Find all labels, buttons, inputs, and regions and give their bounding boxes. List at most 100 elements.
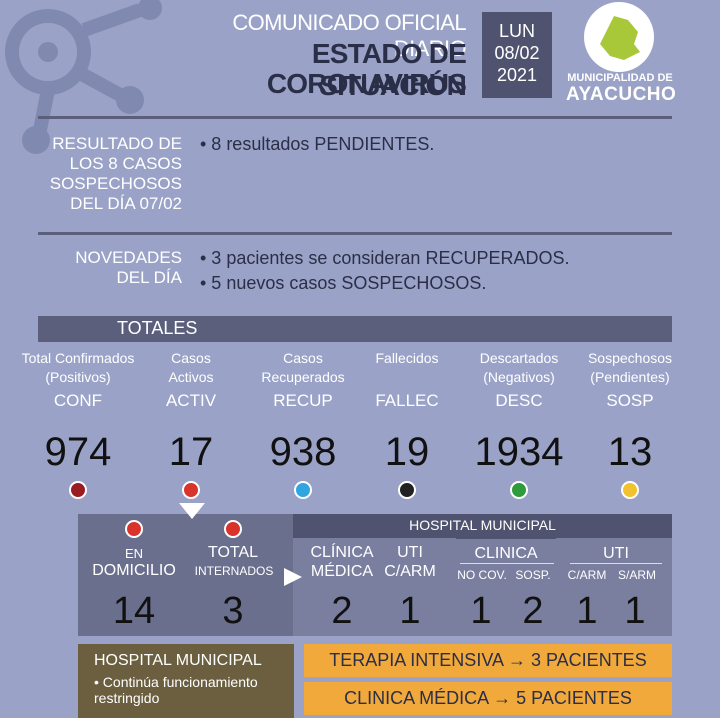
divider bbox=[570, 563, 662, 564]
category-line: Casos bbox=[283, 350, 323, 366]
hospital-status-note-line: restringido bbox=[94, 690, 160, 706]
category-line: (Positivos) bbox=[45, 369, 111, 385]
news-bullet: • 5 nuevos casos SOSPECHOSOS. bbox=[200, 273, 487, 293]
header-title-line2: ESTADO DE SITUACIÓN bbox=[311, 38, 467, 101]
total-value: 974 bbox=[44, 430, 112, 474]
uti-label-line1: UTI bbox=[397, 544, 423, 561]
total-value: 17 bbox=[168, 430, 214, 474]
results-label-line: SOSPECHOSOS bbox=[49, 174, 182, 193]
status-dot bbox=[182, 481, 200, 499]
divider bbox=[456, 538, 556, 539]
hospital-municipal-bar bbox=[293, 514, 672, 538]
hospital-municipal-label: HOSPITAL MUNICIPAL bbox=[409, 517, 556, 533]
category-line: Sospechosos bbox=[587, 350, 673, 366]
category-line: Descartados bbox=[479, 350, 559, 366]
domicilio-label-line1: EN bbox=[124, 546, 144, 561]
nocov-label: NO COV. bbox=[457, 568, 507, 582]
internados-label-line1: TOTAL bbox=[207, 544, 259, 561]
total-category-label: Total Confirmados (Positivos) bbox=[8, 349, 148, 387]
date-daymonth: 08/02 bbox=[494, 43, 540, 63]
logo-text-line1: MUNICIPALIDAD DE bbox=[567, 72, 673, 84]
internados-label-line2: INTERNADOS bbox=[194, 564, 274, 578]
hospital-status-title: HOSPITAL MUNICIPAL bbox=[94, 652, 262, 669]
active-breakdown-panel bbox=[78, 514, 293, 636]
total-code: ACTIV bbox=[165, 391, 217, 410]
total-category-label: Casos Recuperados bbox=[248, 349, 358, 387]
divider bbox=[38, 116, 672, 119]
total-category-label: Fallecidos bbox=[362, 349, 452, 368]
results-label-line: RESULTADO DE bbox=[52, 134, 182, 153]
category-line: Activos bbox=[168, 369, 214, 385]
total-value: 1934 bbox=[474, 430, 564, 474]
virus-illustration-icon bbox=[5, 0, 162, 154]
category-line: (Negativos) bbox=[483, 369, 555, 385]
total-code: SOSP bbox=[606, 391, 654, 410]
domicilio-label-line2: DOMICILIO bbox=[92, 562, 176, 579]
sosp-value: 2 bbox=[522, 590, 544, 632]
pointer-down-icon bbox=[179, 503, 205, 519]
domicilio-value: 14 bbox=[112, 590, 156, 632]
total-code: FALLEC bbox=[375, 391, 439, 410]
status-dot bbox=[510, 481, 528, 499]
arrow-right-icon bbox=[284, 568, 302, 586]
header-title-line1: COMUNICADO OFICIAL DIARIO bbox=[232, 10, 466, 61]
category-line: Casos bbox=[171, 350, 211, 366]
news-label-line: DEL DÍA bbox=[116, 268, 182, 287]
status-dot bbox=[69, 481, 87, 499]
total-value: 13 bbox=[607, 430, 653, 474]
total-value: 938 bbox=[269, 430, 337, 474]
total-category-label: Casos Activos bbox=[141, 349, 241, 387]
news-label-line: NOVEDADES bbox=[75, 248, 182, 267]
internados-value: 3 bbox=[222, 590, 244, 632]
hospital-status-note: • Continúa funcionamiento restringido bbox=[94, 674, 258, 706]
divider bbox=[38, 232, 672, 235]
uti-group-label: UTI bbox=[603, 545, 629, 562]
total-category-label: Sospechosos (Pendientes) bbox=[578, 349, 682, 387]
total-value: 19 bbox=[384, 430, 430, 474]
status-dot bbox=[224, 520, 242, 538]
municipality-logo bbox=[584, 2, 654, 72]
results-bullet: • 8 resultados PENDIENTES. bbox=[200, 134, 435, 154]
category-line: Total Confirmados bbox=[21, 350, 135, 366]
category-line: Recuperados bbox=[261, 369, 345, 385]
news-bullet: • 3 pacientes se consideran RECUPERADOS. bbox=[200, 248, 570, 268]
total-category-label: Descartados (Negativos) bbox=[464, 349, 574, 387]
total-code: DESC bbox=[495, 391, 543, 410]
uti-label-line2: C/ARM bbox=[384, 563, 436, 580]
date-day: LUN bbox=[498, 21, 535, 41]
status-dot bbox=[621, 481, 639, 499]
nocov-value: 1 bbox=[470, 590, 492, 632]
results-label-line: LOS 8 CASOS bbox=[69, 154, 182, 173]
date-year: 2021 bbox=[496, 65, 538, 85]
divider bbox=[460, 563, 554, 564]
total-code: RECUP bbox=[273, 391, 333, 410]
uti-value: 1 bbox=[399, 590, 421, 632]
date-box: LUN 08/02 2021 bbox=[482, 12, 552, 98]
total-code: CONF bbox=[53, 391, 103, 410]
status-dot bbox=[125, 520, 143, 538]
totals-label: TOTALES bbox=[117, 318, 198, 338]
sarm-label: S/ARM bbox=[617, 568, 656, 582]
status-dot bbox=[398, 481, 416, 499]
status-dot bbox=[294, 481, 312, 499]
news-label: NOVEDADES DEL DÍA bbox=[40, 248, 182, 288]
clinica-medica-value: 2 bbox=[331, 590, 353, 632]
header-title-line3: CORONAVIRUS bbox=[266, 68, 467, 99]
carm-label: C/ARM bbox=[567, 568, 607, 582]
clinica-medica-banner: CLINICA MÉDICA → 5 PACIENTES bbox=[304, 682, 672, 715]
terapia-intensiva-banner: TERAPIA INTENSIVA → 3 PACIENTES bbox=[304, 644, 672, 677]
hospital-status-box bbox=[78, 644, 294, 718]
logo-text-line2: AYACUCHO bbox=[566, 84, 677, 105]
clinica-medica-label-line2: MÉDICA bbox=[310, 563, 374, 580]
results-label: RESULTADO DE LOS 8 CASOS SOSPECHOSOS DEL… bbox=[40, 134, 182, 214]
sosp-label: SOSP. bbox=[515, 568, 551, 582]
carm-value: 1 bbox=[576, 590, 598, 632]
hospital-status-note-line: • Continúa funcionamiento bbox=[94, 674, 258, 690]
clinica-medica-label-line1: CLÍNICA bbox=[310, 544, 374, 561]
clinica-group-label: CLINICA bbox=[474, 545, 538, 562]
sarm-value: 1 bbox=[624, 590, 646, 632]
category-line: Fallecidos bbox=[375, 350, 439, 366]
totals-bar bbox=[38, 316, 672, 342]
results-label-line: DEL DÍA 07/02 bbox=[70, 194, 182, 213]
map-icon bbox=[600, 16, 640, 60]
